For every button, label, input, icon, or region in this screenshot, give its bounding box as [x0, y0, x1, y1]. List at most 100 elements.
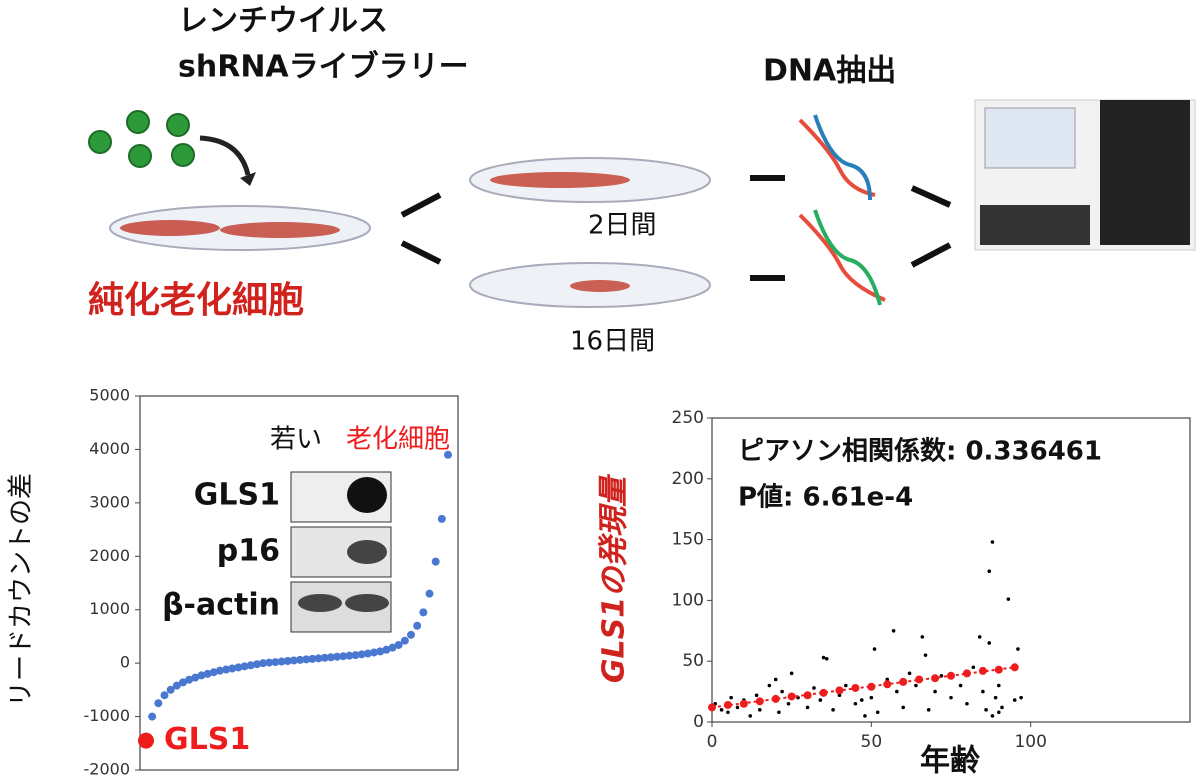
point	[326, 653, 335, 662]
point	[885, 677, 890, 682]
highlight-label: GLS1	[164, 722, 250, 757]
y-tick-label: 4000	[89, 439, 130, 458]
plot-frame	[711, 417, 1191, 723]
point	[259, 659, 268, 668]
trend-point	[723, 700, 732, 709]
point	[154, 699, 163, 708]
blot-spot	[298, 594, 342, 612]
point	[758, 708, 762, 712]
point	[949, 695, 953, 700]
trend-point	[739, 699, 748, 708]
trend-point	[803, 691, 812, 700]
y-axis-label: リードカウントの差	[7, 473, 37, 707]
point	[853, 701, 858, 706]
trend-point	[962, 669, 971, 678]
y-tick-label: 250	[672, 408, 704, 428]
point	[388, 643, 397, 652]
point	[926, 708, 931, 712]
point	[1006, 597, 1011, 601]
point	[320, 653, 329, 662]
point	[376, 647, 385, 656]
point	[222, 665, 231, 674]
point	[228, 664, 237, 673]
trend-point	[931, 674, 940, 683]
point	[958, 683, 963, 688]
point	[203, 669, 212, 678]
trend-point	[755, 697, 764, 706]
point	[370, 648, 379, 657]
y-tick-label: -1000	[84, 706, 131, 725]
trend-point	[708, 703, 716, 712]
blot-spot	[347, 477, 387, 513]
annotation: ピアソン相関係数: 0.336461	[738, 437, 1102, 467]
point	[289, 656, 298, 665]
y-tick-label: 5000	[89, 386, 130, 405]
point	[777, 710, 781, 715]
blot-inset: 若い 老化細胞 GLS1 p16 β-actin	[162, 425, 450, 633]
point	[863, 714, 867, 718]
point	[831, 708, 835, 712]
point	[987, 641, 992, 645]
y-axis-label: GLS1の発現量	[597, 473, 632, 683]
point	[166, 685, 175, 694]
extraction-label: DNA抽出	[763, 54, 896, 89]
point	[997, 710, 1001, 715]
point	[993, 695, 998, 700]
point	[345, 651, 354, 660]
point	[425, 589, 434, 598]
y-tick-label: 0	[120, 653, 130, 672]
point	[990, 714, 995, 718]
trend-point	[787, 692, 796, 701]
point	[821, 655, 826, 660]
point	[178, 678, 187, 687]
point	[748, 714, 753, 718]
point	[875, 710, 880, 715]
x-tick-label: 50	[861, 732, 883, 752]
point	[363, 649, 372, 658]
point	[431, 557, 440, 566]
point	[333, 652, 342, 661]
plot-frame	[139, 395, 459, 771]
trend-point	[947, 671, 955, 680]
row-label: β-actin	[162, 588, 280, 623]
point	[437, 514, 446, 523]
point	[965, 701, 969, 706]
point	[400, 636, 409, 645]
point	[351, 651, 360, 660]
point	[895, 689, 899, 694]
point	[729, 695, 733, 700]
point	[302, 655, 311, 664]
point	[997, 683, 1001, 688]
point	[407, 630, 416, 639]
point	[1016, 647, 1020, 651]
point	[987, 569, 992, 574]
workflow-diagram: レンチウイルス shRNAライブラリー DNA抽出 純化老化細胞 2日間 16日…	[88, 4, 1196, 357]
point	[191, 673, 200, 682]
virus-label: レンチウイルス	[178, 4, 388, 39]
point	[215, 666, 224, 675]
column-label: 若い	[270, 425, 322, 455]
point	[314, 654, 323, 663]
point	[444, 450, 452, 459]
trend-point	[1010, 663, 1019, 672]
point	[869, 695, 874, 700]
point	[271, 658, 280, 667]
dna-icons	[798, 114, 886, 306]
point	[265, 658, 274, 667]
arrow-head	[240, 172, 256, 186]
point	[984, 708, 988, 712]
point	[172, 681, 181, 690]
point	[789, 671, 794, 676]
point	[990, 540, 995, 544]
y-tick-label: 100	[672, 590, 704, 610]
trend-point	[994, 665, 1003, 674]
point	[308, 654, 317, 663]
y-tick-label: 0	[693, 712, 704, 732]
trend-point	[851, 683, 860, 692]
point	[357, 650, 366, 659]
point	[246, 661, 255, 670]
point	[1019, 695, 1023, 700]
trend-point	[899, 677, 908, 686]
point	[296, 655, 305, 664]
